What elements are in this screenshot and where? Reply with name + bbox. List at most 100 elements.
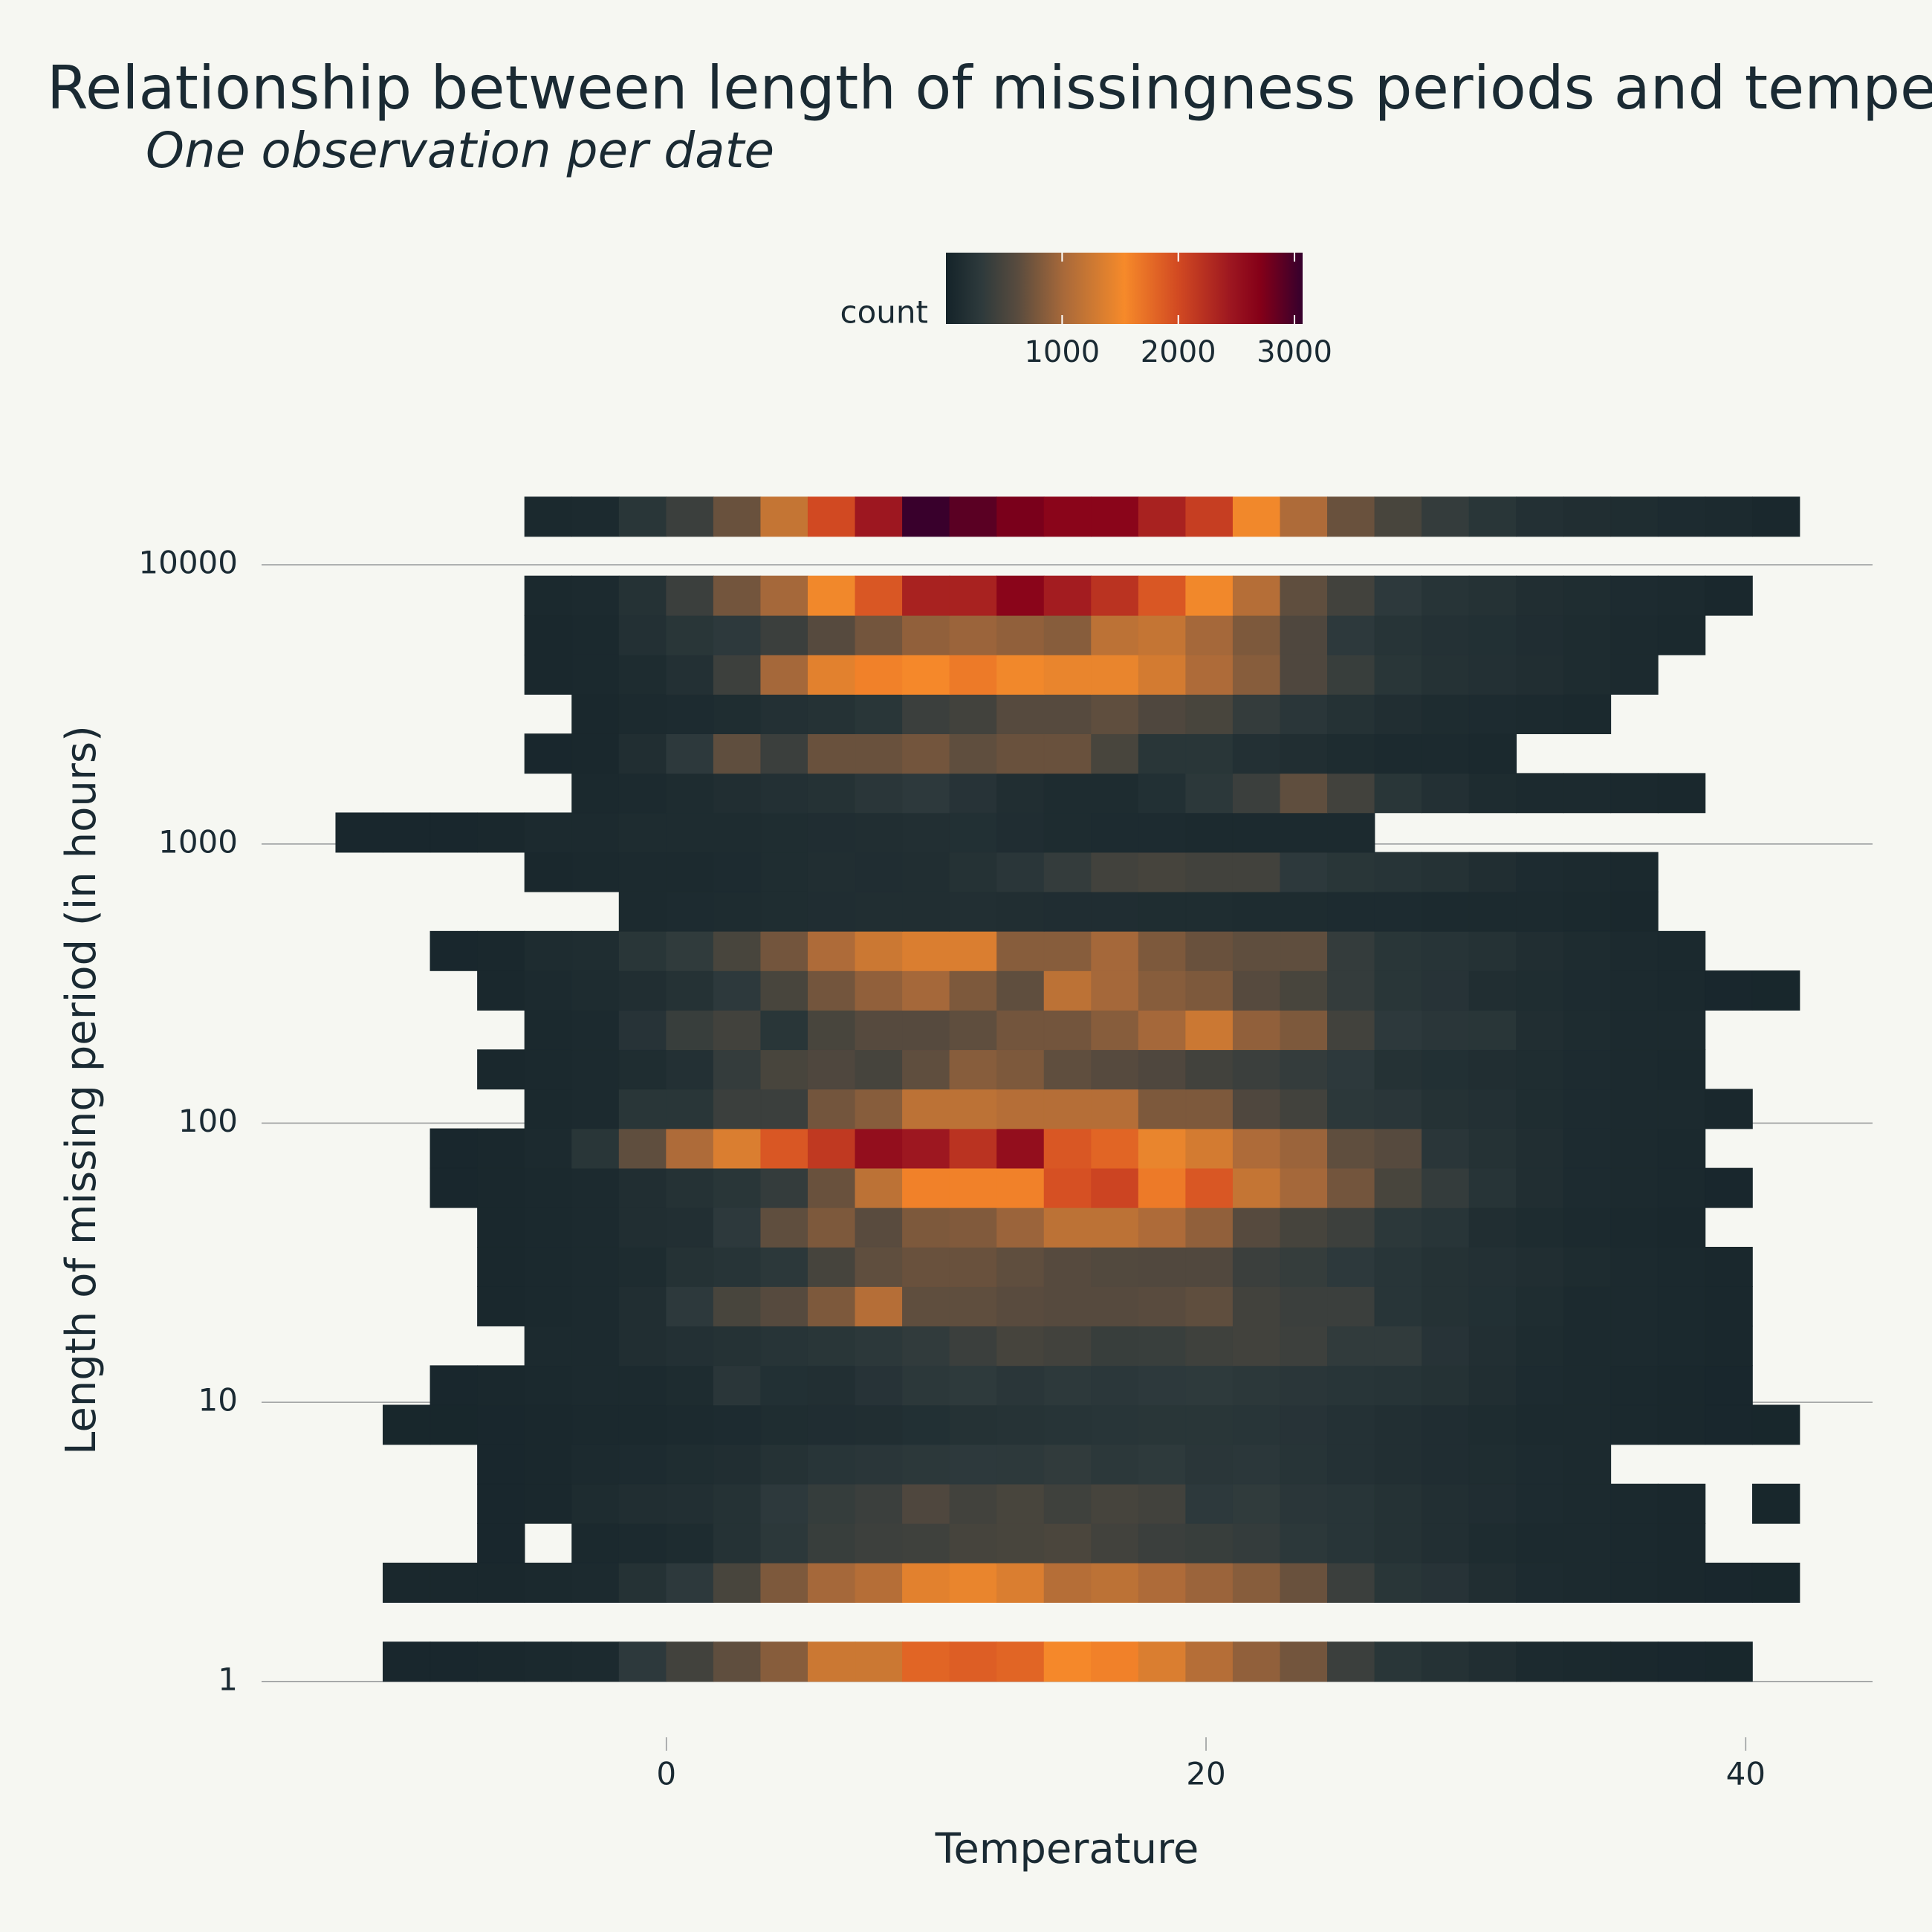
heat-cell <box>1185 1523 1234 1563</box>
heat-cell <box>1280 1641 1328 1682</box>
heat-cell <box>949 694 997 734</box>
heat-cell <box>1043 1207 1092 1248</box>
heat-cell <box>949 1641 997 1682</box>
heat-cell <box>1516 891 1564 932</box>
heat-cell <box>1610 1246 1659 1287</box>
heat-cell <box>996 1167 1045 1208</box>
heat-cell <box>1657 1326 1706 1367</box>
heat-cell <box>571 1523 620 1563</box>
heat-cell <box>618 970 667 1011</box>
heat-cell <box>1563 1128 1612 1169</box>
heat-cell <box>524 496 573 537</box>
heat-cell <box>618 1444 667 1485</box>
heat-cell <box>1516 1483 1564 1524</box>
heat-cell <box>1422 1049 1470 1090</box>
heat-cell <box>1657 1128 1706 1169</box>
heat-cell <box>1422 1128 1470 1169</box>
heat-cell <box>807 1049 856 1090</box>
heat-cell <box>760 1562 808 1603</box>
heat-cell <box>1232 1444 1281 1485</box>
heat-cell <box>996 1523 1045 1563</box>
heat-cell <box>760 1365 808 1406</box>
heat-cell <box>1138 1326 1187 1367</box>
heat-cell <box>1516 1444 1564 1485</box>
heat-cell <box>1091 733 1139 774</box>
heat-cell <box>1232 1641 1281 1682</box>
heat-cell <box>524 1010 573 1051</box>
heat-cell <box>1563 615 1612 655</box>
heat-cell <box>760 930 808 971</box>
heat-cell <box>1138 970 1187 1011</box>
heat-cell <box>477 1128 525 1169</box>
heat-cell <box>1422 733 1470 774</box>
heat-cell <box>855 1326 903 1367</box>
heat-cell <box>1091 1326 1139 1367</box>
heat-cell <box>855 1523 903 1563</box>
heat-cell <box>666 1562 714 1603</box>
heat-cell <box>1091 1128 1139 1169</box>
heat-cell <box>477 1286 525 1326</box>
heat-cell <box>807 694 856 734</box>
heat-cell <box>666 615 714 655</box>
heat-cell <box>618 852 667 892</box>
heat-cell <box>618 1207 667 1248</box>
heat-cell <box>1374 1010 1422 1051</box>
heat-cell <box>1468 1365 1517 1406</box>
heat-cell <box>1185 1246 1234 1287</box>
heat-cell <box>1185 1326 1234 1367</box>
heat-cell <box>902 615 950 655</box>
heat-cell <box>571 773 620 814</box>
heat-cell <box>949 1089 997 1129</box>
heat-cell <box>1280 812 1328 853</box>
heat-cell <box>902 1444 950 1485</box>
heat-cell <box>1043 1128 1092 1169</box>
heat-cell <box>1185 1010 1234 1051</box>
heat-cell <box>1327 891 1375 932</box>
heat-cell <box>1422 1483 1470 1524</box>
heat-cell <box>1468 1010 1517 1051</box>
heat-cell <box>1043 1049 1092 1090</box>
heat-cell <box>1563 1049 1612 1090</box>
heat-cell <box>902 1049 950 1090</box>
heat-cell <box>713 733 762 774</box>
heat-cell <box>1468 1049 1517 1090</box>
heat-cell <box>1232 773 1281 814</box>
heat-cell <box>1138 1286 1187 1326</box>
heat-cell <box>996 1326 1045 1367</box>
heat-cell <box>996 654 1045 695</box>
colorbar-tick-label: 1000 <box>1024 335 1100 369</box>
heat-cell <box>666 1167 714 1208</box>
heat-cell <box>1610 1523 1659 1563</box>
heat-cell <box>618 1167 667 1208</box>
heat-cell <box>1185 1207 1234 1248</box>
heat-cell <box>1422 852 1470 892</box>
heat-cell <box>760 575 808 616</box>
heat-cell <box>1374 1365 1422 1406</box>
heat-cell <box>1422 1444 1470 1485</box>
heat-cell <box>807 891 856 932</box>
heat-cell <box>1516 773 1564 814</box>
heat-cell <box>996 1286 1045 1326</box>
heat-cell <box>1374 694 1422 734</box>
heat-cell <box>1185 812 1234 853</box>
heat-cell <box>1610 1326 1659 1367</box>
heat-cell <box>1138 891 1187 932</box>
heat-cell <box>1280 1523 1328 1563</box>
heat-cell <box>1280 1286 1328 1326</box>
heat-cell <box>996 1404 1045 1445</box>
heat-cell <box>477 1207 525 1248</box>
heat-cell <box>1610 1010 1659 1051</box>
heat-cell <box>807 1167 856 1208</box>
heat-cell <box>760 1523 808 1563</box>
heat-cell <box>713 812 762 853</box>
heat-cell <box>666 1286 714 1326</box>
heat-cell <box>807 1207 856 1248</box>
heat-cell <box>1138 1089 1187 1129</box>
heat-cell <box>1563 496 1612 537</box>
heat-cell <box>524 1167 573 1208</box>
heat-cell <box>713 1641 762 1682</box>
heat-cell <box>618 1326 667 1367</box>
heat-cell <box>1374 1523 1422 1563</box>
heat-cell <box>807 1562 856 1603</box>
heat-cell <box>1563 1246 1612 1287</box>
